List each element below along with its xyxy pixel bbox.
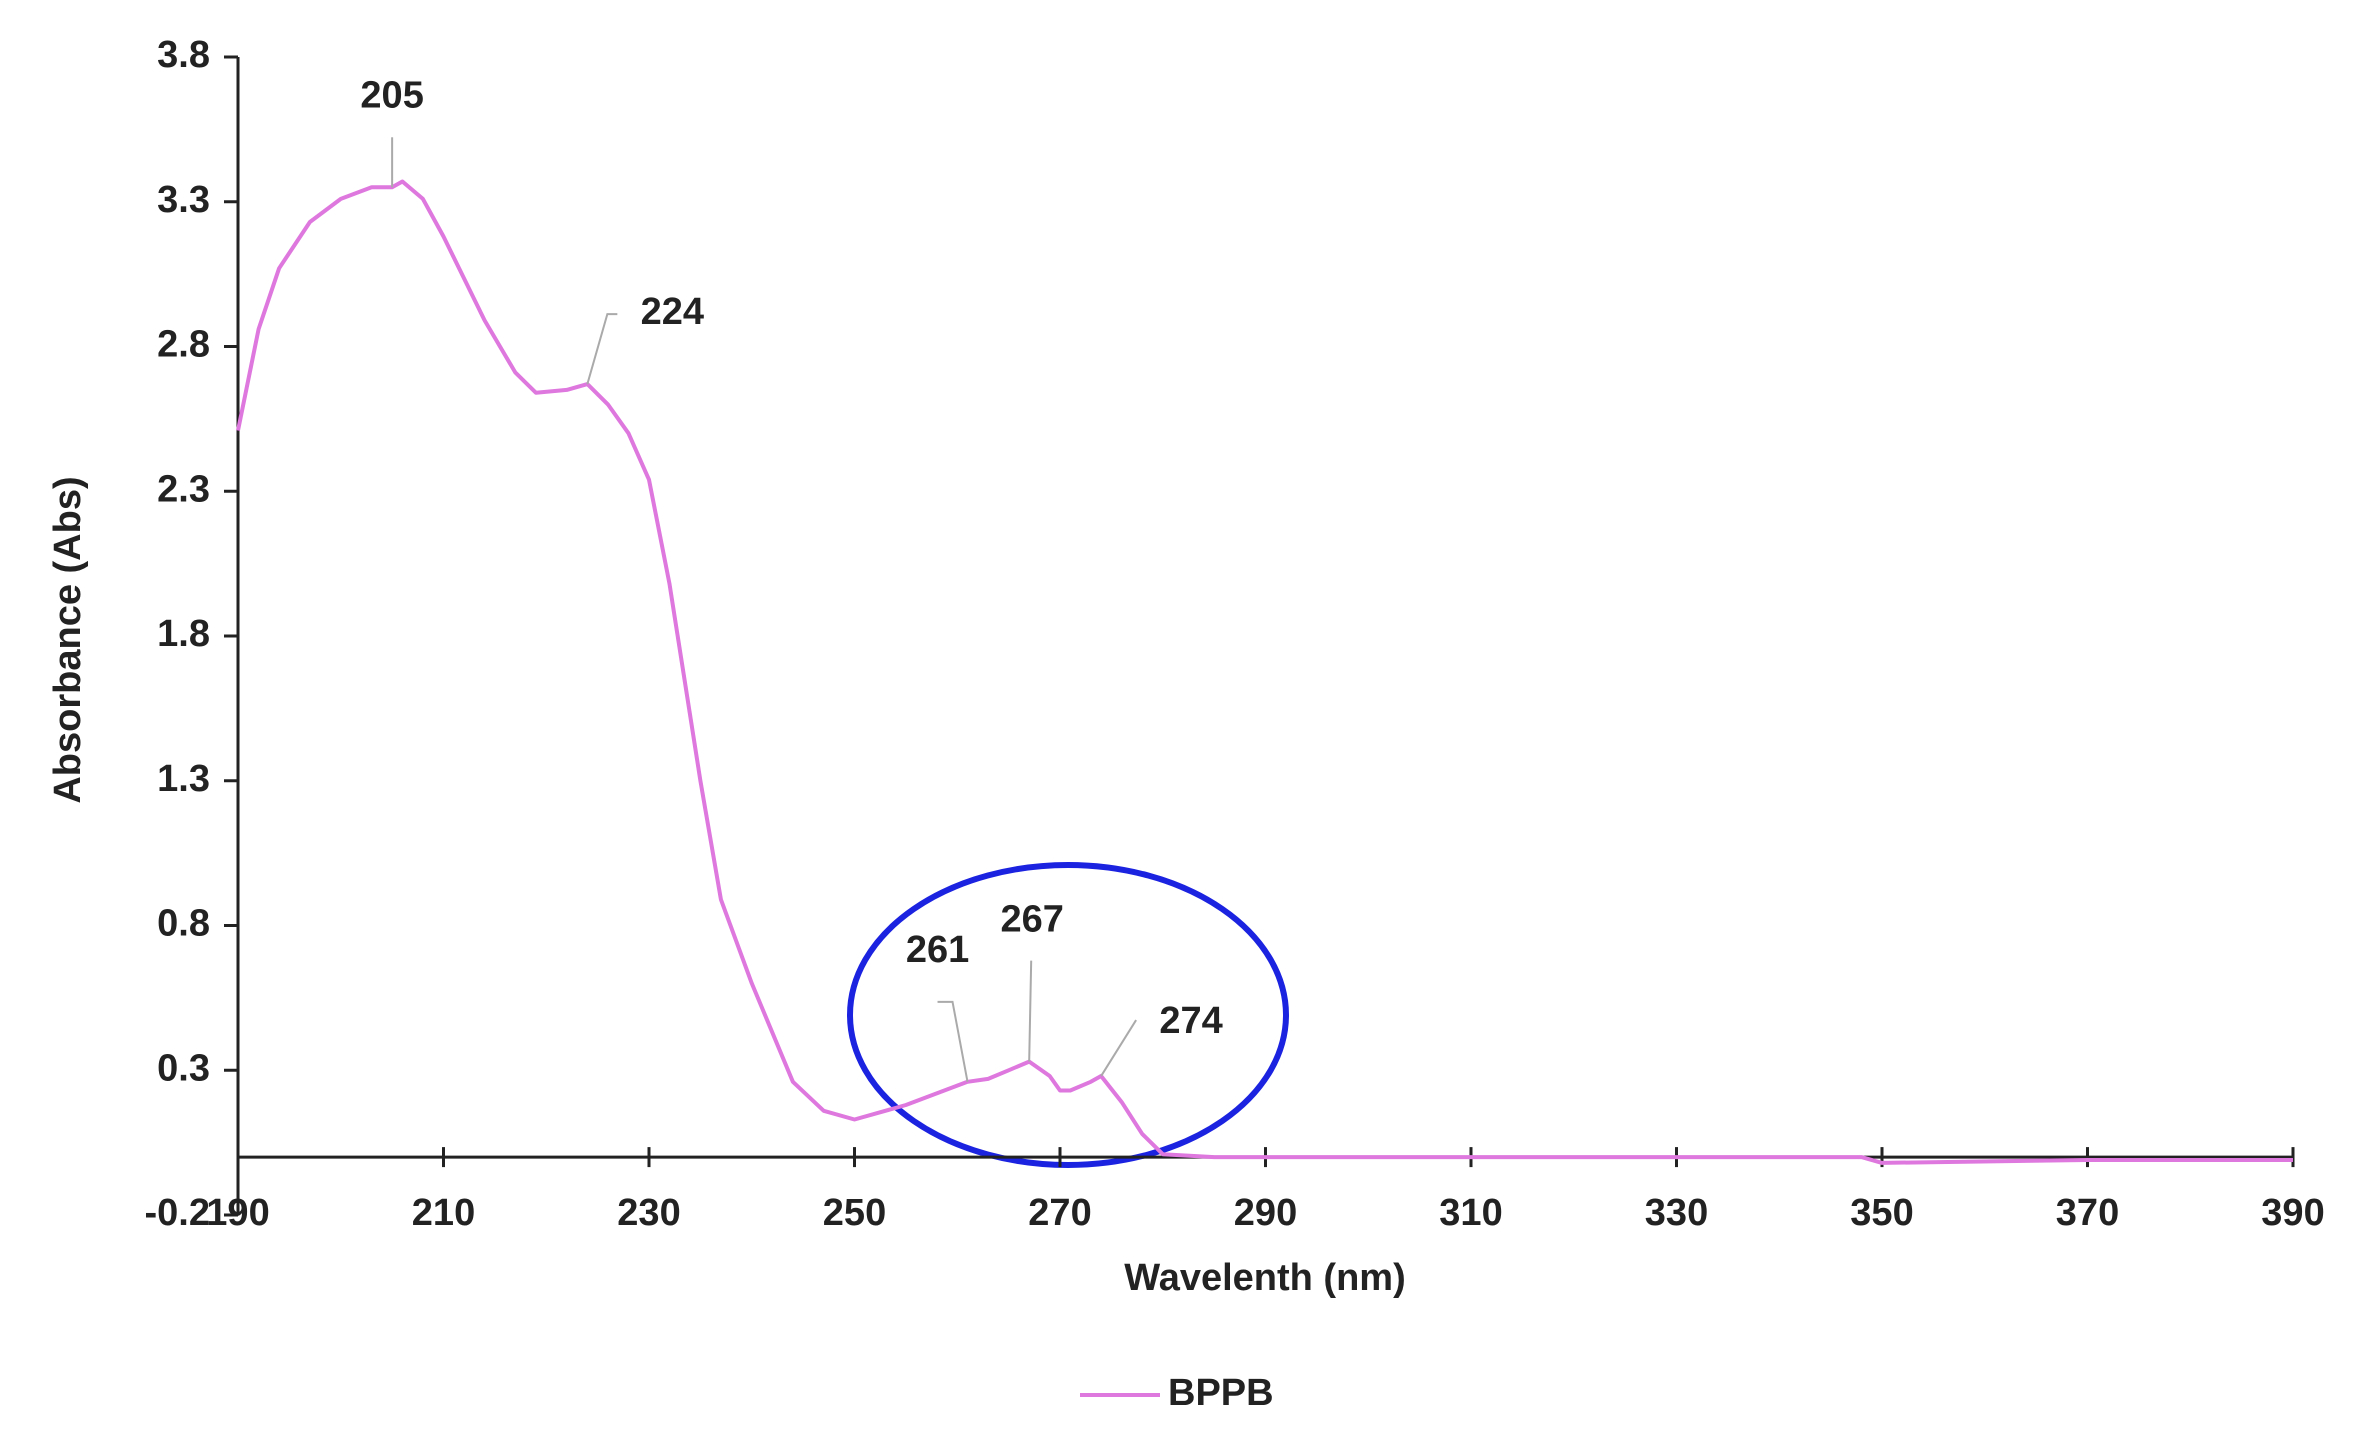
y-tick-label: 1.3 (157, 758, 210, 800)
x-tick-label: 210 (412, 1192, 475, 1234)
x-tick-label: 370 (2056, 1192, 2119, 1234)
y-tick-label: 1.8 (157, 613, 210, 655)
y-tick-label: 2.3 (157, 468, 210, 510)
x-tick-label: 310 (1439, 1192, 1502, 1234)
y-tick-label: 3.3 (157, 179, 210, 221)
y-tick-label: 0.3 (157, 1047, 210, 1089)
annotation-label: 274 (1159, 1000, 1222, 1042)
y-tick-label: 3.8 (157, 34, 210, 76)
data-line (236, 179, 2293, 1165)
legend-label: BPPB (1168, 1372, 1274, 1414)
x-axis-label: Wavelenth (nm) (1124, 1257, 1406, 1299)
annotation-leader (1100, 1019, 1137, 1077)
annotation-label: 205 (360, 74, 423, 116)
y-tick-label: -0.2 (145, 1192, 210, 1234)
x-tick-label: 350 (1850, 1192, 1913, 1234)
annotation-leader (586, 313, 618, 385)
annotation-leader (1028, 960, 1033, 1062)
y-axis-label: Absorbance (Abs) (47, 476, 89, 803)
annotation-leader (937, 1000, 969, 1083)
x-tick-label: 270 (1028, 1192, 1091, 1234)
y-tick-label: 0.8 (157, 903, 210, 945)
x-tick-label: 190 (206, 1192, 269, 1234)
annotation-label: 267 (1000, 899, 1063, 941)
highlight-ellipse (847, 862, 1289, 1168)
x-tick-label: 290 (1234, 1192, 1297, 1234)
x-tick-label: 230 (617, 1192, 680, 1234)
y-tick-label: 2.8 (157, 324, 210, 366)
x-tick-label: 330 (1645, 1192, 1708, 1234)
x-tick-label: 390 (2261, 1192, 2324, 1234)
annotation-label: 224 (641, 291, 704, 333)
x-tick-label: 250 (823, 1192, 886, 1234)
annotation-label: 261 (906, 929, 969, 971)
